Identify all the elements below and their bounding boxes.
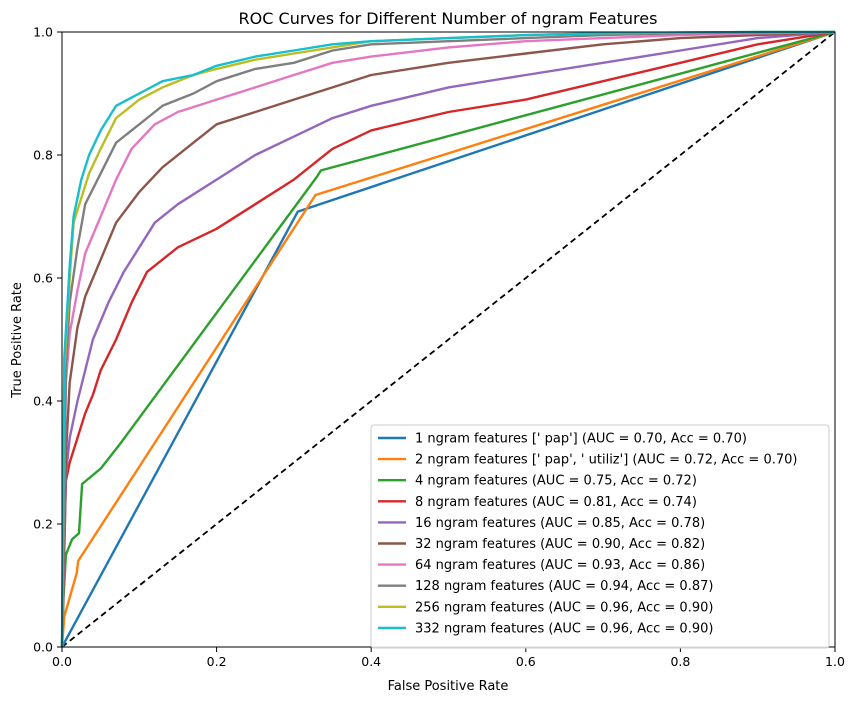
legend-entry-10: 332 ngram features (AUC = 0.96, Acc = 0.… [415, 621, 713, 636]
y-tick-label: 0.4 [33, 394, 53, 409]
y-tick-label: 0.0 [33, 640, 53, 655]
y-tick-label: 0.2 [33, 517, 53, 532]
legend-entry-7: 64 ngram features (AUC = 0.93, Acc = 0.8… [415, 558, 705, 573]
legend-entry-8: 128 ngram features (AUC = 0.94, Acc = 0.… [415, 579, 713, 594]
legend-entry-1: 1 ngram features [' pap'] (AUC = 0.70, A… [415, 432, 747, 447]
legend: 1 ngram features [' pap'] (AUC = 0.70, A… [370, 424, 830, 649]
x-tick-label: 0.2 [207, 654, 227, 669]
x-axis-label: False Positive Rate [388, 679, 509, 694]
x-tick-label: 0.8 [670, 654, 690, 669]
x-tick-label: 0.6 [516, 654, 536, 669]
roc-series-line-4 [60, 30, 836, 648]
legend-entry-6: 32 ngram features (AUC = 0.90, Acc = 0.8… [415, 537, 705, 552]
roc-series-line-5 [60, 30, 836, 648]
legend-entry-2: 2 ngram features [' pap', ' utiliz'] (AU… [415, 453, 797, 468]
legend-entry-3: 4 ngram features (AUC = 0.75, Acc = 0.72… [415, 474, 697, 489]
x-tick-label: 0.0 [52, 654, 72, 669]
legend-entry-5: 16 ngram features (AUC = 0.85, Acc = 0.7… [415, 516, 705, 531]
roc-series-line-7 [60, 30, 836, 648]
legend-entry-4: 8 ngram features (AUC = 0.81, Acc = 0.74… [415, 495, 697, 510]
roc-series-line-3 [60, 30, 836, 648]
y-tick-label: 0.8 [33, 148, 53, 163]
y-axis-label: True Positive Rate [10, 282, 25, 399]
roc-series-line-8 [60, 30, 836, 648]
chart-title: ROC Curves for Different Number of ngram… [239, 9, 658, 28]
legend-box [370, 424, 830, 649]
roc-series-line-1 [60, 30, 836, 648]
chance-reference-line [61, 31, 836, 648]
axes: 0.0 0.2 0.4 0.6 0.8 1.0 0.0 0.2 0.4 0.6 0.8 1.0 [33, 25, 845, 670]
roc-series-line-6 [60, 30, 836, 648]
x-tick-label: 0.4 [361, 654, 381, 669]
x-tick-label: 1.0 [825, 654, 845, 669]
legend-entry-9: 256 ngram features (AUC = 0.96, Acc = 0.… [415, 600, 713, 615]
y-tick-label: 0.6 [33, 271, 53, 286]
y-tick-label: 1.0 [33, 25, 53, 40]
roc-series-line-10 [60, 30, 835, 648]
plot-area [60, 30, 836, 648]
